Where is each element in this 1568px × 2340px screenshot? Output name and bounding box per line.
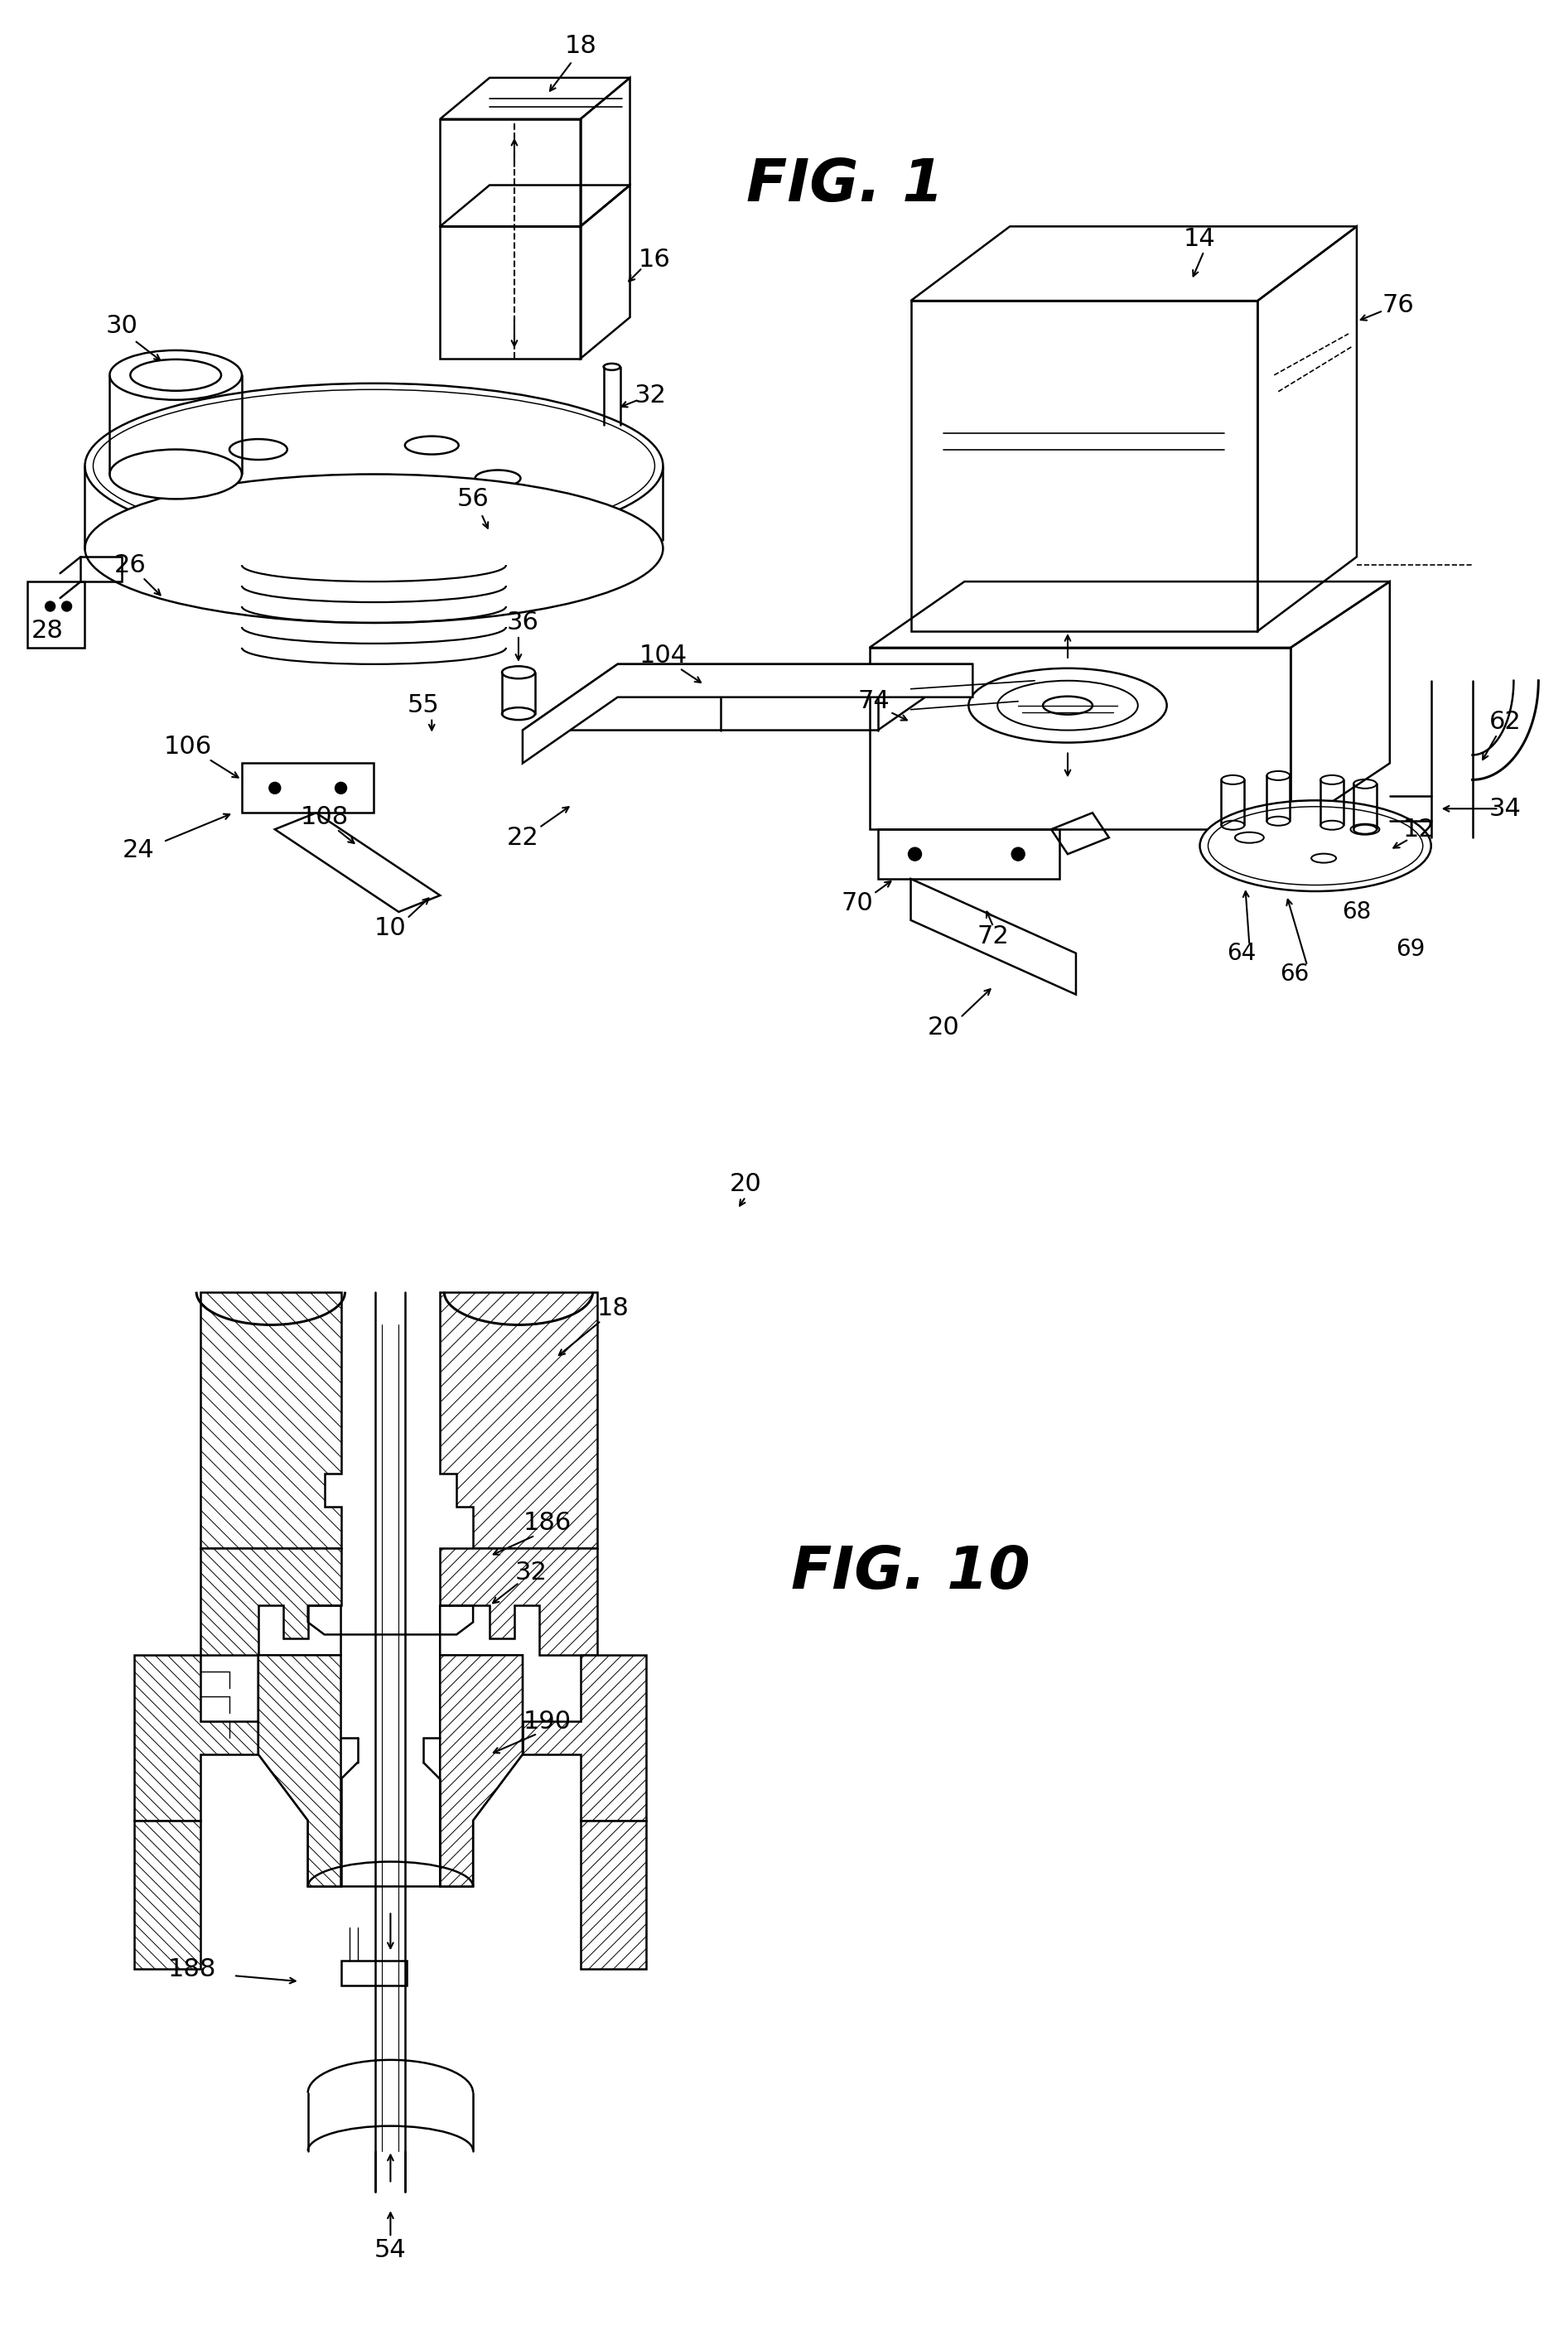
Text: 32: 32 [635, 384, 666, 407]
Text: 68: 68 [1342, 901, 1372, 924]
Text: 64: 64 [1226, 941, 1256, 964]
Text: 104: 104 [638, 644, 687, 667]
Text: 108: 108 [299, 805, 348, 828]
Text: 56: 56 [456, 487, 489, 510]
Text: 32: 32 [514, 1561, 547, 1584]
Text: FIG. 1: FIG. 1 [746, 157, 944, 213]
Ellipse shape [110, 449, 241, 498]
Polygon shape [259, 1636, 522, 1886]
Ellipse shape [85, 384, 663, 548]
Circle shape [270, 782, 281, 793]
Circle shape [45, 601, 55, 611]
Text: 186: 186 [524, 1512, 571, 1535]
Circle shape [61, 601, 72, 611]
Circle shape [1011, 847, 1025, 861]
PathPatch shape [135, 1654, 259, 1821]
PathPatch shape [441, 1547, 597, 1654]
Text: 18: 18 [564, 35, 596, 58]
PathPatch shape [522, 1654, 646, 1821]
Ellipse shape [110, 351, 241, 400]
Ellipse shape [85, 475, 663, 622]
Text: 188: 188 [168, 1956, 216, 1982]
Text: 22: 22 [506, 826, 539, 849]
Text: 16: 16 [638, 248, 671, 271]
PathPatch shape [441, 1292, 597, 1547]
Text: 69: 69 [1396, 938, 1425, 962]
Circle shape [336, 782, 347, 793]
Text: 66: 66 [1279, 962, 1309, 985]
Text: 10: 10 [375, 917, 406, 941]
Ellipse shape [969, 669, 1167, 742]
Text: 28: 28 [31, 620, 64, 644]
Text: 76: 76 [1381, 292, 1414, 316]
Text: 106: 106 [165, 735, 212, 758]
Ellipse shape [1200, 800, 1432, 892]
PathPatch shape [201, 1292, 340, 1547]
Text: 26: 26 [114, 552, 146, 578]
Text: 30: 30 [107, 314, 138, 337]
Text: 70: 70 [840, 892, 873, 915]
Text: 72: 72 [977, 924, 1010, 948]
PathPatch shape [135, 1821, 201, 1968]
Text: 12: 12 [1403, 817, 1435, 842]
Text: FIG. 10: FIG. 10 [792, 1544, 1030, 1601]
Text: 55: 55 [408, 693, 439, 718]
Circle shape [908, 847, 922, 861]
Text: 54: 54 [375, 2237, 406, 2263]
Text: 18: 18 [597, 1296, 630, 1320]
Bar [340, 1961, 408, 1987]
Text: 62: 62 [1490, 709, 1521, 735]
PathPatch shape [201, 1547, 340, 1654]
Text: 190: 190 [524, 1708, 571, 1734]
PathPatch shape [580, 1821, 646, 1968]
Text: 14: 14 [1184, 227, 1215, 250]
Text: 20: 20 [928, 1016, 960, 1039]
Text: 36: 36 [506, 611, 539, 634]
PathPatch shape [259, 1654, 340, 1886]
Polygon shape [522, 665, 972, 763]
Text: 74: 74 [858, 690, 889, 714]
PathPatch shape [441, 1654, 522, 1886]
Ellipse shape [1043, 697, 1093, 714]
Text: 34: 34 [1490, 796, 1521, 821]
Text: 20: 20 [729, 1172, 762, 1196]
Text: 24: 24 [122, 838, 155, 861]
